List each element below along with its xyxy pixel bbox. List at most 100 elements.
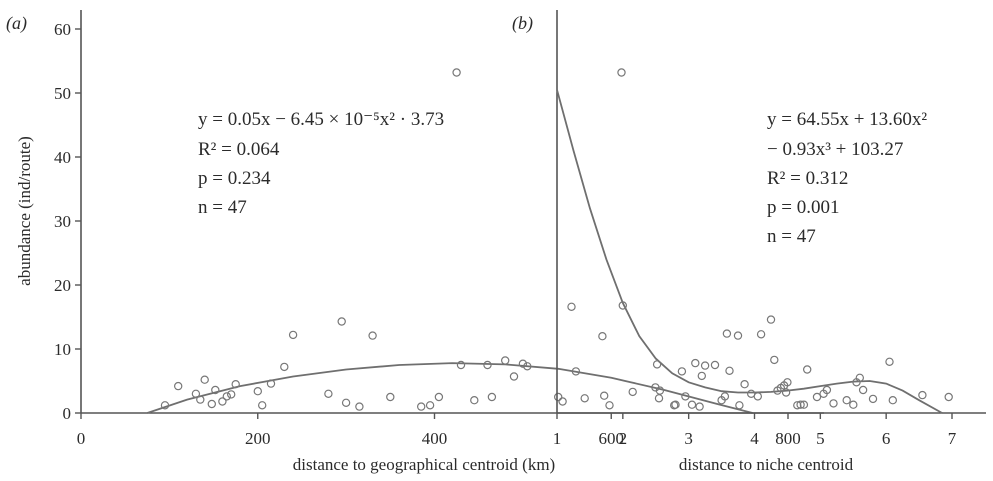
panel-a-data-point [324,389,333,398]
panel-a-x-tick-label: 600 [599,429,625,448]
panel-b-x-axis-label: distance to niche centroid [679,455,854,474]
panel-a-data-point [483,360,492,370]
panel-a-data-point [337,317,346,326]
panel-a-label: (a) [6,13,27,34]
panel-b-x-tick-label: 6 [882,429,891,448]
panel-a-x-axis-label: distance to geographical centroid (km) [293,455,555,474]
panel-b-equation-line1: y = 64.55x + 13.60x² [767,109,927,130]
panel-a-data-point [196,395,205,404]
panel-a-data-point [231,380,240,389]
panel-b-data-point [799,400,809,409]
panel-a-x-tick-label: 800 [775,429,801,448]
panel-a-data-point [425,401,435,410]
panel-a-data-point [598,332,607,341]
panel-b-data-point [812,392,822,402]
panel-a-y-tick-label: 50 [54,84,71,103]
panel-b-fit-curve [556,89,943,414]
panel-b-data-point [868,394,878,404]
panel-a-data-point [288,330,298,340]
panel-b-data-point [733,331,743,340]
panel-b: (b) y = 64.55x + 13.60x² − 0.93x³ + 103.… [512,10,986,474]
panel-b-data-point [720,392,730,401]
panel-b-data-point [697,371,707,381]
panel-a-data-point [222,392,231,401]
panel-a-data-point [253,387,262,396]
panel-b-data-point [803,365,812,374]
panel-b-x-tick-label: 3 [684,429,693,448]
panel-a-y-tick-label: 40 [54,148,71,167]
panel-b-data-point [822,385,832,395]
panel-b-data-point [617,68,626,77]
panel-b-x-tick-label: 2 [619,429,628,448]
panel-b-data-point [783,378,792,387]
panel-a-data-point [368,331,377,340]
panel-a-y-tick-label: 60 [54,20,71,39]
panel-b-data-point [770,355,779,365]
panel-a-n: n = 47 [198,197,247,218]
panel-a-data-point [434,392,444,402]
panel-a-y-tick-label: 0 [63,404,72,423]
y-axis-label: abundance (ind/route) [15,136,34,286]
panel-a-data-point [470,396,479,405]
panel-b-data-point [842,396,851,405]
panel-a-x-tick-label: 400 [422,429,448,448]
panel-b-data-point [888,396,898,405]
panel-a-data-point [456,360,466,370]
panel-a-x-tick-label: 0 [77,429,86,448]
panel-a-data-point [218,397,227,406]
panel-b-p-value: p = 0.001 [767,197,839,218]
panel-b-data-point [756,330,766,339]
panel-b-data-point [858,385,868,395]
panel-b-data-point [944,392,953,402]
panel-b-data-point [618,301,628,310]
panel-b-annotation: y = 64.55x + 13.60x² − 0.93x³ + 103.27 R… [767,109,927,247]
panel-a-data-point [501,356,510,365]
panel-a-data-point [605,401,614,410]
panel-a-data-point [200,375,209,384]
panel-a-data-point [191,389,201,398]
panel-b-label: (b) [512,13,533,34]
panel-a-data-point [558,397,567,406]
panel-b-data-point [710,360,720,370]
panel-a-data-point [266,379,276,388]
panel-b-data-point [654,394,664,403]
panel-b-equation-line2: − 0.93x³ + 103.27 [767,139,903,160]
panel-a-y-tick-label: 20 [54,276,71,295]
panel-a-data-point [571,367,581,376]
panel-a-data-point [487,392,497,402]
panel-a-data-point [695,402,704,411]
panel-b-r-squared: R² = 0.312 [767,168,848,189]
panel-a-data-point [226,390,236,399]
panel-b-data-point [829,399,838,408]
panel-a-data-point [207,399,216,409]
panel-a-data-point [600,391,609,400]
panel-b-data-point [885,357,894,366]
panel-b-data-point [781,388,791,397]
panel-a-data-point [417,402,426,411]
panel-a-data-point [452,68,461,77]
panel-a-data-point [355,402,364,411]
panel-a-equation: y = 0.05x − 6.45 × 10⁻⁵x² · 3.73 [198,109,444,130]
panel-b-data-point [722,329,732,338]
panel-a-data-point [160,401,170,410]
panel-a-data-point [735,401,744,410]
panel-a-p-value: p = 0.234 [198,168,271,189]
panel-b-data-point [700,361,710,370]
panel-a-fit-curve [147,362,753,414]
panel-a-data-point [518,359,528,368]
panel-a-data-point [211,385,220,395]
panel-a-data-point [280,362,289,372]
panel-a-r-squared: R² = 0.064 [198,139,280,160]
panel-a-data-point [554,392,563,402]
panel-b-data-point [796,400,805,409]
panel-a-y-tick-label: 10 [54,340,71,359]
panel-b-data-point [671,400,680,409]
panel-b-data-point [652,360,662,369]
panel-a-y-tick-label: 30 [54,212,71,231]
panel-a-data-point [509,372,519,381]
panel-a-data-point [258,401,267,410]
panel-b-data-point [687,400,697,409]
panel-a-data-point [677,367,687,376]
panel-a-data-point [580,394,589,403]
